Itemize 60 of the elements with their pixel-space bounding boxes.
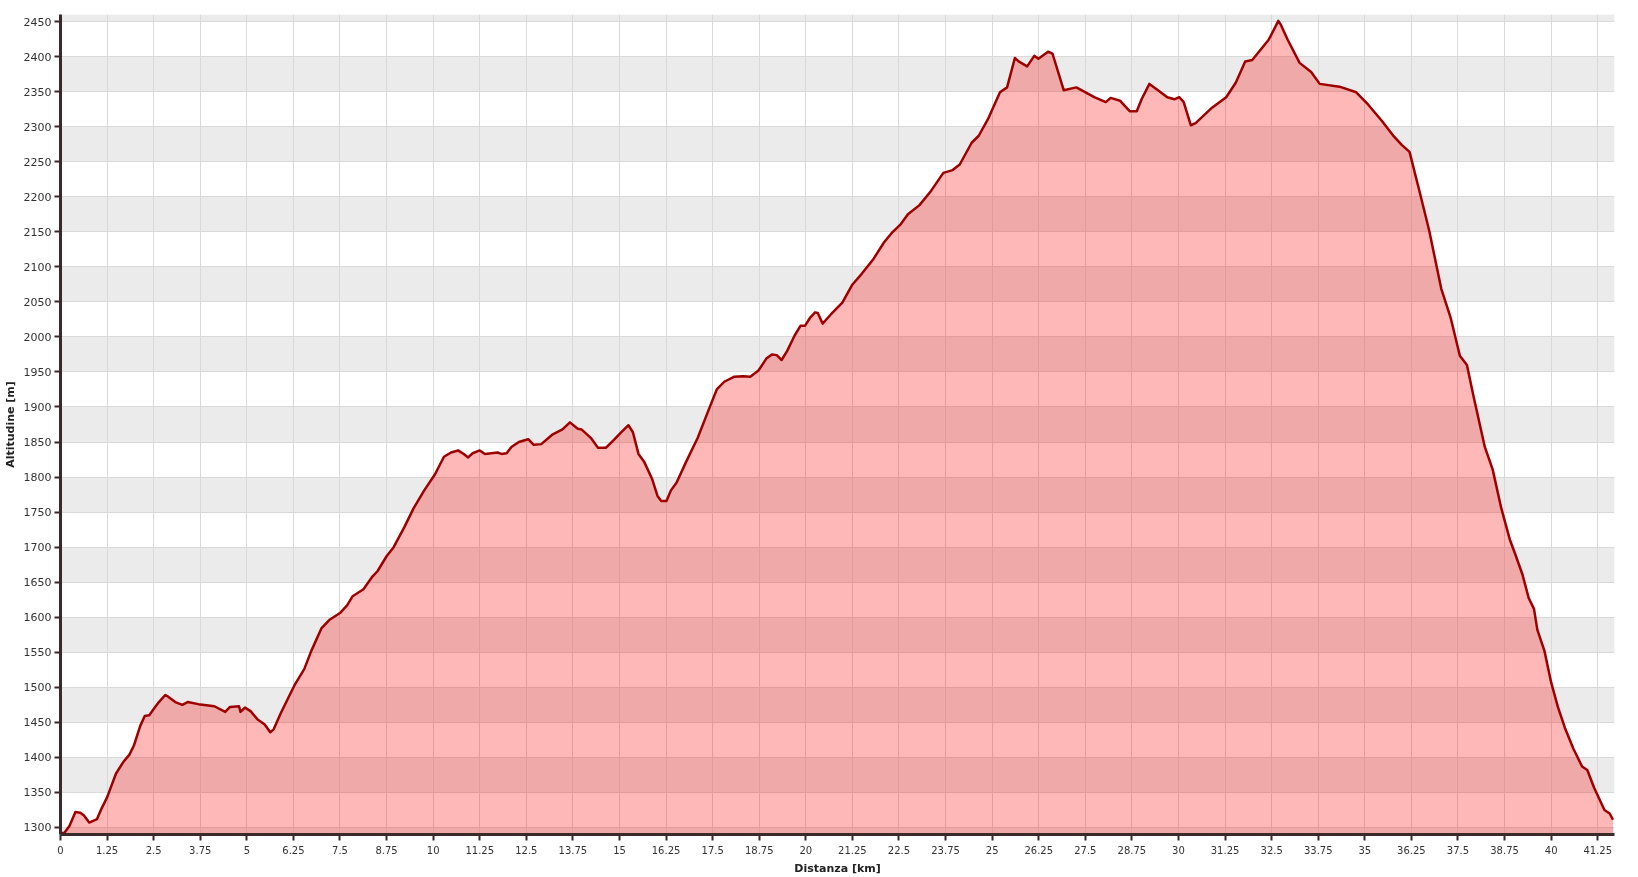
x-tick-label: 30	[1172, 844, 1185, 856]
x-tick-label: 35	[1358, 844, 1372, 856]
y-tick-label: 1650	[23, 576, 52, 590]
y-tick-label: 1300	[23, 821, 52, 835]
x-tick-label: 25	[985, 844, 999, 856]
y-tick-label: 1600	[23, 611, 52, 625]
y-tick-label: 1550	[23, 646, 52, 660]
y-tick-label: 1450	[23, 716, 52, 730]
x-tick-label: 20	[799, 844, 813, 856]
x-tick-label: 18.75	[744, 844, 774, 856]
x-tick-label: 13.75	[558, 844, 588, 856]
y-tick-label: 1850	[23, 436, 52, 450]
y-tick-label: 2100	[23, 260, 52, 274]
x-tick-label: 22.5	[887, 844, 911, 856]
x-tick-label: 2.5	[145, 844, 162, 856]
y-tick-label: 1950	[23, 365, 52, 379]
y-tick-label: 1350	[23, 786, 52, 800]
x-tick-label: 23.75	[931, 844, 960, 856]
x-tick-label: 11.25	[465, 844, 495, 856]
x-tick-label: 31.25	[1210, 844, 1240, 856]
y-tick-label: 1750	[23, 506, 52, 520]
y-tick-label: 2300	[23, 120, 52, 134]
x-axis-title: Distanza [km]	[794, 861, 881, 875]
x-tick-label: 15	[613, 844, 626, 856]
x-tick-label: 21.25	[838, 844, 867, 856]
y-tick-label: 1400	[23, 751, 52, 765]
x-tick-label: 33.75	[1303, 844, 1333, 856]
y-tick-label: 2200	[23, 190, 52, 204]
x-tick-label: 37.5	[1446, 844, 1470, 856]
x-tick-label: 5	[243, 844, 251, 856]
x-tick-label: 0	[57, 844, 64, 856]
y-tick-label: 1500	[23, 681, 52, 695]
y-tick-label: 2350	[23, 85, 52, 99]
x-tick-label: 12.5	[515, 844, 538, 856]
x-tick-label: 32.5	[1260, 844, 1283, 856]
x-tick-label: 3.75	[189, 844, 212, 856]
y-tick-label: 2150	[23, 225, 52, 239]
y-tick-label: 1800	[23, 471, 52, 485]
y-axis-title: Altitudine [m]	[3, 381, 17, 468]
x-tick-label: 41.25	[1583, 844, 1613, 856]
y-tick-label: 1700	[23, 541, 52, 555]
x-tick-label: 6.25	[282, 844, 305, 856]
y-tick-label: 2450	[23, 15, 52, 29]
y-tick-label: 2000	[23, 330, 52, 344]
y-tick-label: 2250	[23, 155, 52, 169]
y-tick-label: 2400	[23, 50, 52, 64]
x-tick-label: 10	[426, 844, 440, 856]
x-tick-label: 38.75	[1490, 844, 1519, 856]
x-tick-label: 16.25	[651, 844, 681, 856]
x-tick-label: 28.75	[1117, 844, 1147, 856]
x-tick-label: 17.5	[701, 844, 724, 856]
x-tick-label: 1.25	[95, 844, 119, 856]
x-tick-label: 7.5	[332, 844, 348, 856]
x-tick-label: 36.25	[1397, 844, 1426, 856]
x-tick-label: 40	[1544, 844, 1558, 856]
x-tick-label: 26.25	[1024, 844, 1054, 856]
x-tick-label: 27.5	[1074, 844, 1097, 856]
y-tick-label: 2050	[23, 295, 52, 309]
y-tick-label: 1900	[23, 400, 52, 414]
x-tick-label: 8.75	[375, 844, 398, 856]
